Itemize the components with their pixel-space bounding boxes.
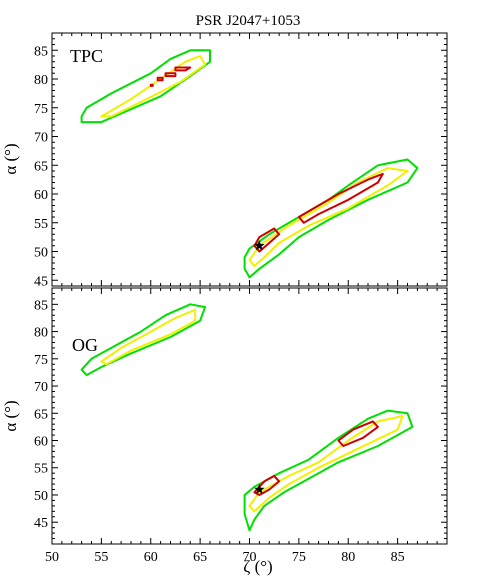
og-y-tick-label-60: 60 — [34, 435, 48, 450]
og-x-tick-label-65: 65 — [193, 550, 207, 565]
figure-title: PSR J2047+1053 — [196, 13, 301, 29]
tpc-y-tick-label-45: 45 — [34, 274, 48, 289]
og-contour-yellow-3 — [248, 415, 404, 513]
og-panel: 50 55 60 65 70 75 80 85 45 50 55 60 65 70 75 80 85 OG α … — [1, 287, 448, 565]
og-y-tick-label-45: 45 — [34, 516, 48, 531]
tpc-contour-yellow-2 — [100, 55, 207, 118]
og-x-tick-label-75: 75 — [292, 550, 306, 565]
og-contour-green-1 — [243, 409, 414, 532]
tpc-contour-green-1 — [243, 158, 419, 279]
og-y-tick-label-50: 50 — [34, 489, 48, 504]
og-best-fit-marker — [254, 484, 265, 494]
og-x-tick-label-70: 70 — [243, 550, 257, 565]
og-x-tick-label-50: 50 — [45, 550, 59, 565]
og-contours — [80, 303, 414, 532]
tpc-y-axis-label: α (°) — [1, 143, 20, 174]
og-x-tick-label-60: 60 — [144, 550, 158, 565]
og-contour-red-4 — [253, 474, 281, 496]
tpc-contour-red-5 — [164, 72, 177, 78]
og-contour-red-5 — [337, 420, 379, 447]
x-axis-label: ζ (°) — [243, 557, 272, 576]
og-y-tick-label-65: 65 — [34, 407, 48, 422]
og-x-tick-label-80: 80 — [341, 550, 355, 565]
og-y-tick-label-85: 85 — [34, 298, 48, 313]
og-y-tick-label-80: 80 — [34, 326, 48, 341]
og-y-tick-label-70: 70 — [34, 380, 48, 395]
tpc-best-fit-marker — [254, 240, 265, 251]
tpc-contour-red-4 — [174, 66, 192, 72]
tpc-ticks: 45 50 55 60 65 70 75 80 85 — [34, 33, 447, 289]
tpc-contours — [80, 49, 419, 279]
tpc-y-tick-label-60: 60 — [34, 188, 48, 203]
og-ticks: 50 55 60 65 70 75 80 85 45 50 55 60 65 70 75 80 85 — [34, 288, 447, 565]
tpc-contour-red-6 — [156, 76, 164, 82]
tpc-y-tick-label-80: 80 — [34, 73, 48, 88]
og-star-icon — [254, 484, 265, 494]
og-y-tick-label-75: 75 — [34, 353, 48, 368]
og-y-tick-label-55: 55 — [34, 462, 48, 477]
tpc-panel-label: TPC — [70, 46, 103, 66]
tpc-y-tick-label-55: 55 — [34, 217, 48, 232]
tpc-contour-green-0 — [80, 49, 211, 124]
tpc-star-icon — [254, 240, 265, 251]
og-contour-yellow-2 — [100, 308, 197, 366]
tpc-y-tick-label-65: 65 — [34, 159, 48, 174]
og-y-axis-label: α (°) — [1, 400, 20, 431]
tpc-contour-red-7 — [149, 83, 154, 87]
tpc-y-tick-label-70: 70 — [34, 131, 48, 146]
tpc-y-tick-label-75: 75 — [34, 102, 48, 117]
og-panel-label: OG — [72, 335, 98, 355]
og-x-tick-label-55: 55 — [94, 550, 108, 565]
tpc-y-tick-label-50: 50 — [34, 246, 48, 261]
tpc-panel: 45 50 55 60 65 70 75 80 85 TPC α (°) — [1, 32, 448, 289]
tpc-contour-red-9 — [297, 172, 384, 224]
tpc-contour-yellow-3 — [248, 167, 409, 267]
og-x-tick-label-85: 85 — [391, 550, 405, 565]
tpc-y-tick-label-85: 85 — [34, 44, 48, 59]
og-contour-green-0 — [80, 303, 207, 377]
tpc-contour-red-8 — [253, 227, 281, 253]
